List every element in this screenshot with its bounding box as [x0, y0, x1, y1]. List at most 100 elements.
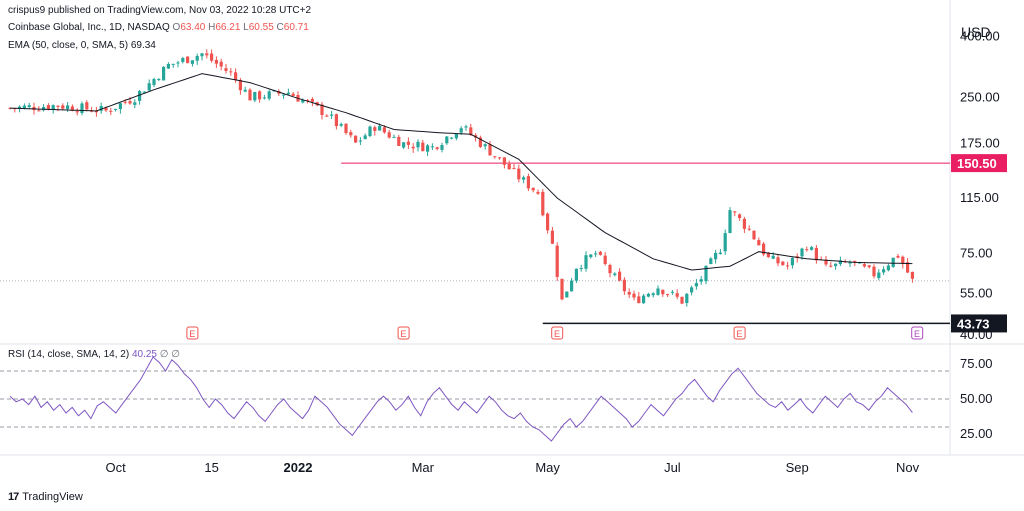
time-tick-label: 2022 [284, 460, 313, 475]
candle-body [757, 240, 761, 246]
candle-body [147, 83, 151, 91]
candle-body [891, 257, 895, 267]
time-axis[interactable]: Oct 15 2022 Mar May Jul Sep Nov [105, 460, 919, 475]
candle-body [483, 144, 487, 147]
candle-body [66, 105, 70, 110]
candle-body [594, 253, 598, 255]
ema-label[interactable]: EMA (50, close, 0, SMA, 5) [8, 40, 129, 51]
candle-body [459, 128, 463, 133]
tradingview-brand: TradingView [22, 491, 83, 503]
time-tick-label: Nov [896, 460, 920, 475]
candle-body [742, 218, 746, 229]
candle-body [507, 164, 511, 170]
support-price-tag [951, 314, 1007, 333]
time-tick-label: 15 [204, 460, 218, 475]
candle-body [478, 137, 482, 148]
candle-body [709, 258, 713, 264]
price-tick-label: 75.00 [960, 245, 993, 260]
candlestick-series [8, 49, 914, 307]
horizontal-levels [0, 162, 950, 325]
rsi-pane[interactable] [0, 356, 950, 442]
candle-body [46, 105, 50, 110]
candle-body [243, 89, 247, 92]
candle-body [603, 255, 607, 265]
candle-body [699, 279, 703, 282]
rsi-line [9, 356, 913, 442]
candle-body [349, 132, 353, 136]
candle-body [550, 230, 554, 244]
open-value: 63.40 [180, 22, 206, 33]
rsi-tick-label: 75.00 [960, 356, 993, 371]
earnings-marker-label: E [914, 329, 920, 339]
candle-body [627, 291, 631, 295]
candle-body [493, 156, 497, 158]
candle-body [810, 247, 814, 250]
candle-body [637, 296, 641, 303]
price-axis[interactable]: 400.00250.00175.00115.0075.0055.0040.001… [951, 28, 1007, 342]
tradingview-footer[interactable]: 17 TradingView [8, 491, 83, 503]
candle-body [133, 102, 137, 105]
candle-body [306, 99, 310, 101]
candle-body [560, 278, 564, 300]
candle-body [22, 105, 26, 109]
candle-body [234, 72, 238, 80]
candle-body [42, 106, 46, 111]
candle-body [536, 191, 540, 194]
candle-body [430, 146, 434, 148]
candle-body [320, 104, 324, 116]
resistance-price-tag [951, 154, 1007, 173]
candle-body [56, 105, 60, 107]
candle-body [618, 271, 622, 281]
rsi-axis[interactable]: 75.00 50.00 25.00 [960, 356, 993, 441]
candle-body [646, 293, 650, 297]
ema-legend[interactable]: EMA (50, close, 0, SMA, 5) 69.34 [8, 40, 156, 51]
candle-body [166, 63, 170, 69]
candle-body [848, 262, 852, 264]
ohlc-values: O63.40 H66.21 L60.55 C60.71 [172, 22, 309, 33]
candle-body [574, 268, 578, 281]
symbol-legend[interactable]: Coinbase Global, Inc., 1D, NASDAQ O63.40… [8, 22, 309, 33]
rsi-value: 40.25 [131, 349, 157, 360]
candle-body [70, 106, 74, 111]
candle-body [190, 60, 194, 64]
candle-body [877, 272, 881, 279]
candle-body [301, 99, 305, 103]
candle-body [824, 259, 828, 265]
candle-body [258, 91, 262, 100]
candle-body [200, 53, 204, 57]
candle-body [454, 133, 458, 139]
candle-body [656, 288, 660, 295]
candle-body [541, 191, 545, 216]
candle-body [354, 135, 358, 143]
candle-body [205, 53, 209, 56]
candle-body [694, 283, 698, 287]
candle-body [718, 252, 722, 255]
candle-body [781, 261, 785, 266]
candle-body [666, 294, 670, 296]
candle-body [872, 266, 876, 277]
candle-body [267, 91, 271, 99]
candle-body [642, 295, 646, 304]
currency-label[interactable]: USD [961, 24, 991, 40]
earnings-marker-label: E [736, 329, 742, 339]
candle-body [402, 142, 406, 148]
symbol-name[interactable]: Coinbase Global, Inc., 1D, NASDAQ [8, 22, 170, 33]
rsi-legend[interactable]: RSI (14, close, SMA, 14, 2) 40.25 ∅ ∅ [8, 349, 180, 360]
candle-body [253, 91, 257, 101]
candle-body [512, 168, 516, 170]
candle-body [368, 126, 372, 137]
candle-body [589, 254, 593, 258]
earnings-marker-label: E [554, 329, 560, 339]
candle-body [210, 53, 214, 61]
candle-body [176, 62, 180, 64]
candle-body [714, 252, 718, 260]
rsi-label[interactable]: RSI (14, close, SMA, 14, 2) [8, 349, 130, 360]
candle-body [522, 177, 526, 180]
candle-body [805, 249, 809, 251]
candle-body [723, 233, 727, 252]
candle-body [406, 141, 410, 145]
candle-body [373, 127, 377, 131]
candle-body [632, 293, 636, 298]
candle-body [435, 147, 439, 149]
